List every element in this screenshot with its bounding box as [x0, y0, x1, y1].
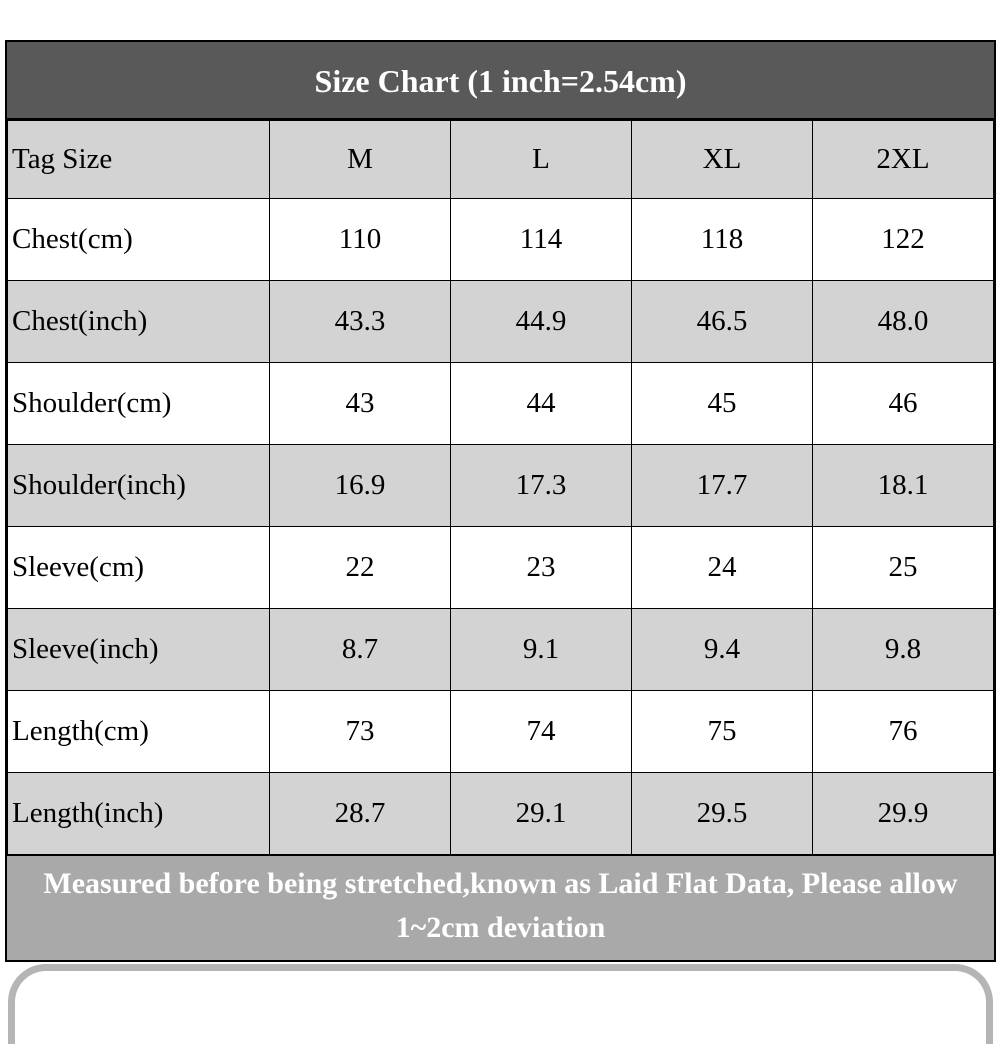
- row-label: Chest(inch): [7, 280, 270, 363]
- table-cell: 46: [812, 362, 994, 445]
- table-row-shoulder-inch: Shoulder(inch) 16.9 17.3 17.7 18.1: [7, 444, 994, 527]
- table-cell: 76: [812, 690, 994, 773]
- table-cell: 9.1: [450, 608, 632, 691]
- size-chart-table: Tag Size M L XL 2XL Chest(cm) 110 114 11…: [7, 120, 994, 855]
- row-label: Length(cm): [7, 690, 270, 773]
- size-chart-title: Size Chart (1 inch=2.54cm): [7, 42, 994, 120]
- table-cell: 28.7: [269, 772, 451, 855]
- column-header-xl: XL: [631, 120, 813, 199]
- table-cell: 23: [450, 526, 632, 609]
- table-row-chest-cm: Chest(cm) 110 114 118 122: [7, 198, 994, 281]
- table-cell: 29.9: [812, 772, 994, 855]
- table-cell: 45: [631, 362, 813, 445]
- column-header-tag-size: Tag Size: [7, 120, 270, 199]
- table-cell: 17.7: [631, 444, 813, 527]
- table-cell: 24: [631, 526, 813, 609]
- header-row: Tag Size M L XL 2XL: [7, 120, 994, 199]
- table-cell: 122: [812, 198, 994, 281]
- table-row-sleeve-inch: Sleeve(inch) 8.7 9.1 9.4 9.8: [7, 608, 994, 691]
- table-row-length-cm: Length(cm) 73 74 75 76: [7, 690, 994, 773]
- table-cell: 73: [269, 690, 451, 773]
- table-cell: 75: [631, 690, 813, 773]
- row-label: Shoulder(cm): [7, 362, 270, 445]
- row-label: Sleeve(inch): [7, 608, 270, 691]
- table-cell: 22: [269, 526, 451, 609]
- table-cell: 16.9: [269, 444, 451, 527]
- table-cell: 25: [812, 526, 994, 609]
- table-cell: 8.7: [269, 608, 451, 691]
- table-row-chest-inch: Chest(inch) 43.3 44.9 46.5 48.0: [7, 280, 994, 363]
- column-header-m: M: [269, 120, 451, 199]
- table-cell: 46.5: [631, 280, 813, 363]
- column-header-2xl: 2XL: [812, 120, 994, 199]
- table-cell: 9.4: [631, 608, 813, 691]
- table-cell: 17.3: [450, 444, 632, 527]
- table-cell: 43.3: [269, 280, 451, 363]
- table-row-shoulder-cm: Shoulder(cm) 43 44 45 46: [7, 362, 994, 445]
- row-label: Shoulder(inch): [7, 444, 270, 527]
- table-cell: 44: [450, 362, 632, 445]
- table-cell: 43: [269, 362, 451, 445]
- next-card-top-border: [8, 964, 993, 1044]
- size-chart-panel: Size Chart (1 inch=2.54cm) Tag Size M L …: [5, 40, 996, 962]
- table-cell: 114: [450, 198, 632, 281]
- column-header-l: L: [450, 120, 632, 199]
- table-cell: 110: [269, 198, 451, 281]
- measurement-note: Measured before being stretched,known as…: [7, 855, 994, 960]
- row-label: Length(inch): [7, 772, 270, 855]
- table-cell: 18.1: [812, 444, 994, 527]
- table-cell: 44.9: [450, 280, 632, 363]
- table-row-sleeve-cm: Sleeve(cm) 22 23 24 25: [7, 526, 994, 609]
- table-row-length-inch: Length(inch) 28.7 29.1 29.5 29.9: [7, 772, 994, 855]
- table-cell: 118: [631, 198, 813, 281]
- table-cell: 48.0: [812, 280, 994, 363]
- row-label: Chest(cm): [7, 198, 270, 281]
- table-cell: 9.8: [812, 608, 994, 691]
- table-cell: 74: [450, 690, 632, 773]
- table-cell: 29.5: [631, 772, 813, 855]
- table-cell: 29.1: [450, 772, 632, 855]
- row-label: Sleeve(cm): [7, 526, 270, 609]
